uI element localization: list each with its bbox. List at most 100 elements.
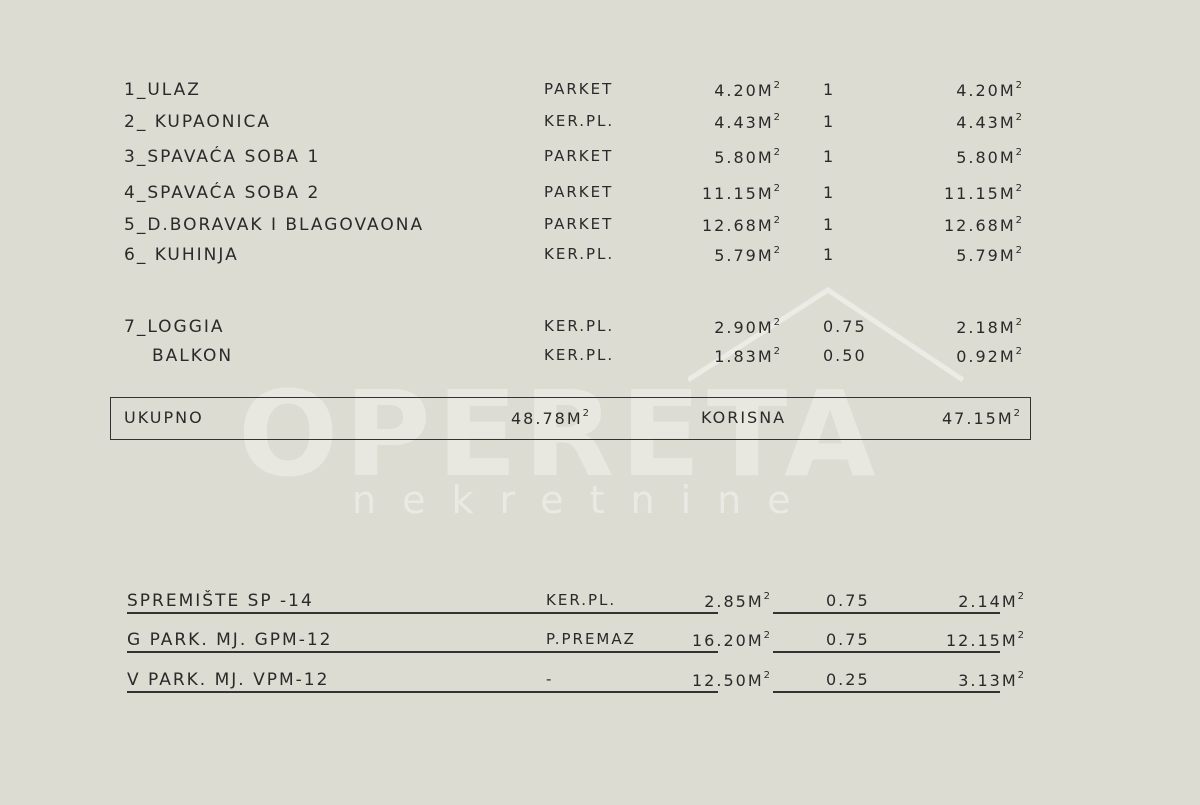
cell-coef: 0.25	[826, 670, 870, 689]
cell-mat: KER.PL.	[544, 112, 614, 130]
cell-area: 12.50M2	[692, 670, 770, 690]
cell-value: -	[546, 670, 554, 688]
cell-value: 12.50	[692, 671, 748, 690]
unit: M	[747, 671, 764, 690]
extra-row: V PARK. MJ. VPM-12-12.50M2 0.25 3.13M2	[0, 670, 1200, 694]
unit: M	[999, 347, 1016, 366]
cell-value: 11.15	[702, 184, 758, 203]
cell-name: G PARK. MJ. GPM-12	[127, 630, 333, 650]
unit-exp: 2	[773, 112, 780, 123]
cell-area: 12.68M2	[702, 215, 780, 235]
cell-value: KER.PL.	[544, 346, 615, 364]
underline	[127, 612, 718, 614]
room-row: 2_ KUPAONICA KER.PL. 4.43M2 1 4.43M2	[0, 112, 1200, 136]
cell-tot: 5.80M2	[956, 147, 1022, 167]
cell-value: V PARK. MJ. VPM-12	[127, 670, 330, 690]
underline	[127, 651, 718, 653]
cell-value: 16.20	[692, 631, 748, 650]
unit-exp: 2	[773, 317, 780, 328]
cell-value: 1	[823, 147, 836, 166]
underline	[773, 691, 1000, 693]
cell-value: 12.15	[946, 631, 1002, 650]
cell-value: G PARK. MJ. GPM-12	[127, 630, 333, 650]
cell-value: 3.13	[958, 671, 1002, 690]
cell-mat: PARKET	[544, 215, 613, 233]
cell-value: 0.25	[826, 670, 870, 689]
summary-box: UKUPNO 48.78M2 KORISNA 47.15M2	[110, 397, 1031, 440]
unit-exp: 2	[1015, 112, 1022, 123]
cell-value: 12.68	[702, 216, 758, 235]
cell-value: BALKON	[152, 346, 234, 366]
unit-exp: 2	[763, 670, 770, 681]
cell-mat: KER.PL.	[546, 591, 616, 609]
unit-exp: 2	[1013, 408, 1020, 419]
cell-mat: KER.PL.	[544, 346, 614, 364]
cell-coef: 0.75	[823, 317, 867, 336]
cell-mat: KER.PL.	[544, 317, 614, 335]
unit: M	[757, 246, 774, 265]
unit: M	[1001, 592, 1018, 611]
cell-coef: 1	[823, 183, 835, 202]
cell-mat: PARKET	[544, 183, 613, 201]
room-row: 6_ KUHINJA KER.PL. 5.79M2 1 5.79M2	[0, 245, 1200, 269]
unit: M	[1001, 671, 1018, 690]
unit-exp: 2	[773, 215, 780, 226]
underline	[773, 612, 1000, 614]
cell-coef: 1	[823, 80, 835, 99]
unit: M	[757, 113, 774, 132]
cell-tot: 12.15M2	[946, 630, 1024, 650]
unit: M	[566, 409, 583, 428]
cell-tot: 2.18M2	[956, 317, 1022, 337]
cell-value: PARKET	[544, 183, 614, 201]
cell-mat: -	[546, 670, 553, 688]
cell-value: 5.80	[714, 148, 758, 167]
cell-coef: 0.50	[823, 346, 867, 365]
cell-name: V PARK. MJ. VPM-12	[127, 670, 329, 690]
underline	[773, 651, 1000, 653]
cell-name: 2_ KUPAONICA	[124, 112, 271, 132]
cell-value: 3_SPAVAĆA SOBA 1	[124, 147, 321, 167]
cell-tot: 11.15M2	[944, 183, 1022, 203]
cell-value: 2.85	[704, 592, 748, 611]
cell-value: KER.PL.	[544, 245, 615, 263]
unit-exp: 2	[1015, 80, 1022, 91]
useful-label: KORISNA	[701, 408, 787, 427]
unit-exp: 2	[1015, 215, 1022, 226]
unit-exp: 2	[773, 245, 780, 256]
cell-value: 0.92	[956, 347, 1000, 366]
cell-coef: 1	[823, 215, 835, 234]
cell-value: 4.43	[956, 113, 1000, 132]
unit-exp: 2	[582, 408, 589, 419]
cell-tot: 2.14M2	[958, 591, 1024, 611]
cell-value: 2.90	[714, 318, 758, 337]
summary-gross: 48.78M2	[511, 408, 589, 428]
cell-value: 1	[823, 183, 836, 202]
cell-tot: 12.68M2	[944, 215, 1022, 235]
unit: M	[997, 409, 1014, 428]
room-row: BALKON KER.PL. 1.83M2 0.50 0.92M2	[0, 346, 1200, 370]
cell-value: 2.18	[956, 318, 1000, 337]
unit-exp: 2	[1015, 147, 1022, 158]
cell-value: 11.15	[944, 184, 1000, 203]
unit-exp: 2	[773, 80, 780, 91]
cell-value: SPREMIŠTE SP -14	[127, 591, 314, 611]
cell-value: 4.20	[956, 81, 1000, 100]
cell-value: 2_ KUPAONICA	[124, 112, 271, 132]
cell-value: KER.PL.	[546, 591, 617, 609]
unit-exp: 2	[1015, 245, 1022, 256]
cell-area: 4.20M2	[714, 80, 780, 100]
cell-value: 2.14	[958, 592, 1002, 611]
cell-coef: 1	[823, 147, 835, 166]
cell-area: 16.20M2	[692, 630, 770, 650]
unit: M	[757, 216, 774, 235]
gross-value: 48.78	[511, 409, 567, 428]
unit-exp: 2	[1017, 670, 1024, 681]
cell-value: 4.20	[714, 81, 758, 100]
cell-value: 1	[823, 80, 836, 99]
cell-value: KER.PL.	[544, 112, 615, 130]
cell-value: 5_D.BORAVAK I BLAGOVAONA	[124, 215, 425, 235]
cell-value: 0.75	[826, 591, 870, 610]
cell-value: 6_ KUHINJA	[124, 245, 239, 265]
summary-useful: 47.15M2	[942, 408, 1020, 428]
cell-tot: 0.92M2	[956, 346, 1022, 366]
